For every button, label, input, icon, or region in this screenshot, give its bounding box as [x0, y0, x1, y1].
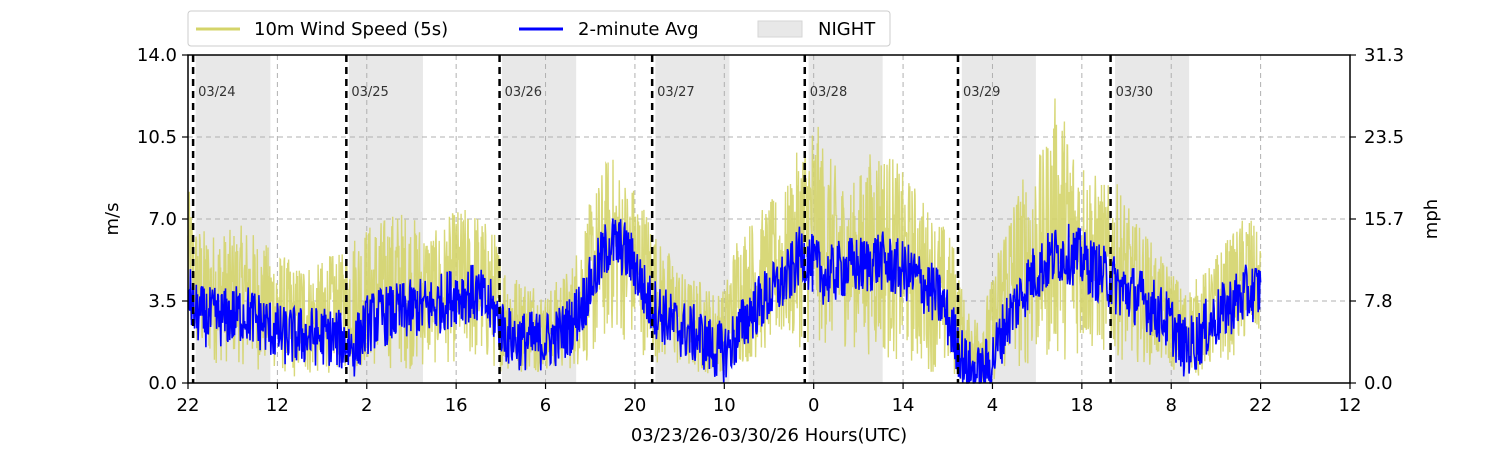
y-left-tick-label-1: 3.5 [148, 291, 177, 312]
legend-label-night: NIGHT [818, 19, 876, 40]
x-tick-label-11: 8 [1166, 395, 1177, 416]
series-10m-wind-speed-line [187, 98, 1262, 382]
day-boundary-lines: 03/24 03/25 03/26 03/27 03/28 03/29 03/30 [191, 55, 1153, 383]
y-right-tick-label-4: 31.3 [1364, 45, 1404, 66]
y-axis-title-left: m/s [102, 203, 123, 236]
y-left-tick-label-4: 14.0 [137, 45, 177, 66]
y-left-tick-label-2: 7.0 [148, 209, 177, 230]
series-layer [187, 98, 1262, 384]
x-tick-label-4: 6 [540, 395, 551, 416]
x-tick-label-6: 10 [713, 395, 736, 416]
axis-ticks: 22 12 2 16 6 20 10 0 14 4 18 8 22 120.03.57.010.514.0… [137, 45, 1404, 416]
y-right-tick-label-3: 23.5 [1364, 127, 1404, 148]
y-left-tick-label-3: 10.5 [137, 127, 177, 148]
x-tick-label-12: 22 [1249, 395, 1272, 416]
legend-label-2min-avg: 2-minute Avg [578, 19, 699, 40]
day-label-3: 03/27 [657, 85, 694, 100]
y-right-tick-label-0: 0.0 [1364, 373, 1393, 394]
legend-label-wind-speed: 10m Wind Speed (5s) [254, 19, 448, 40]
y-left-tick-label-0: 0.0 [148, 373, 177, 394]
x-tick-label-3: 16 [445, 395, 468, 416]
y-right-tick-label-2: 15.7 [1364, 209, 1404, 230]
x-tick-label-5: 20 [623, 395, 646, 416]
x-tick-label-9: 4 [987, 395, 998, 416]
day-label-5: 03/29 [963, 85, 1000, 100]
series-2-minute-avg-line [187, 218, 1262, 384]
day-label-2: 03/26 [505, 85, 542, 100]
x-axis-title: 03/23/26-03/30/26 Hours(UTC) [631, 425, 907, 446]
day-label-0: 03/24 [198, 85, 235, 100]
y-axis-title-right: mph [1421, 199, 1442, 239]
x-tick-label-7: 0 [808, 395, 819, 416]
x-tick-label-0: 22 [177, 395, 200, 416]
x-tick-label-13: 12 [1339, 395, 1362, 416]
legend-swatch-night [757, 20, 803, 38]
day-label-1: 03/25 [351, 85, 388, 100]
x-tick-label-2: 2 [361, 395, 372, 416]
day-label-4: 03/28 [810, 85, 847, 100]
x-tick-label-1: 12 [266, 395, 289, 416]
x-tick-label-10: 18 [1070, 395, 1093, 416]
x-tick-label-8: 14 [892, 395, 915, 416]
day-label-6: 03/30 [1116, 85, 1153, 100]
y-right-tick-label-1: 7.8 [1364, 291, 1393, 312]
legend: 10m Wind Speed (5s) 2-minute Avg NIGHT [187, 10, 891, 47]
